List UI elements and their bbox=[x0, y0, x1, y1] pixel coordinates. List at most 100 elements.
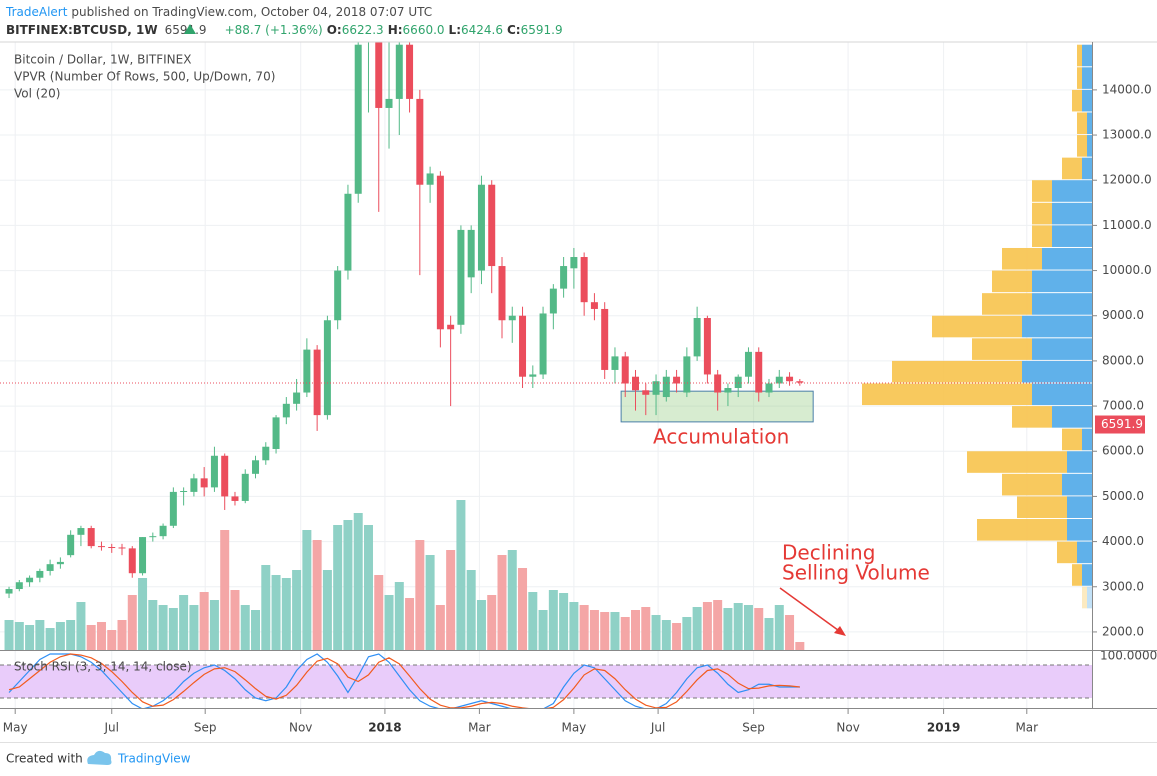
profile-up bbox=[1062, 473, 1092, 496]
volume-bar bbox=[446, 550, 456, 650]
candle-body bbox=[662, 376, 670, 398]
c-label: C: bbox=[507, 23, 521, 37]
volume-bar bbox=[631, 610, 641, 650]
author[interactable]: TradeAlert bbox=[5, 5, 68, 19]
candle-body bbox=[426, 173, 434, 185]
candle-body bbox=[519, 315, 527, 377]
profile-up bbox=[1087, 586, 1092, 609]
volume-bar bbox=[189, 605, 199, 650]
profile-down bbox=[1032, 180, 1052, 202]
candle-body bbox=[642, 390, 650, 395]
candle-body bbox=[529, 374, 537, 377]
symbol: BITFINEX:BTCUSD, 1W bbox=[6, 23, 158, 37]
candle-body bbox=[416, 98, 424, 185]
candle-body bbox=[77, 528, 85, 535]
volume-bar bbox=[651, 615, 661, 650]
annotation: Declining bbox=[782, 541, 875, 565]
volume-bar bbox=[672, 623, 682, 650]
volume-bar bbox=[497, 555, 507, 650]
candle-body bbox=[395, 44, 403, 99]
x-tick-label: Nov bbox=[289, 721, 312, 735]
profile-down bbox=[982, 293, 1032, 315]
x-tick-label: Sep bbox=[742, 721, 765, 735]
candle-body bbox=[775, 376, 783, 384]
rsi-line bbox=[8, 653, 800, 708]
volume-bar bbox=[702, 602, 712, 650]
arrow-head bbox=[834, 626, 846, 636]
volume-bar bbox=[764, 618, 774, 650]
volume-bar bbox=[538, 610, 548, 650]
profile-up bbox=[1077, 541, 1092, 564]
x-tick-label: Jul bbox=[103, 721, 118, 735]
candle-body bbox=[508, 315, 516, 321]
y-tick-label: 14000.0 bbox=[1102, 82, 1152, 96]
volume-bar bbox=[785, 615, 795, 650]
legend-item: Vol (20) bbox=[14, 87, 60, 101]
profile-down bbox=[1032, 225, 1052, 247]
profile-up bbox=[1067, 496, 1092, 519]
candle-body bbox=[303, 349, 311, 393]
y-tick-label: 11000.0 bbox=[1102, 218, 1152, 232]
profile-up bbox=[1032, 270, 1092, 293]
volume-bar bbox=[692, 607, 702, 650]
y-tick-label: 4000.0 bbox=[1102, 534, 1144, 548]
accumulation-box bbox=[620, 390, 814, 423]
volume-bar bbox=[271, 575, 281, 650]
y-tick-label: 3000.0 bbox=[1102, 579, 1144, 593]
candle-body bbox=[210, 455, 218, 488]
profile-down bbox=[1072, 564, 1082, 586]
volume-bar bbox=[456, 500, 466, 650]
x-tick-label: 2018 bbox=[368, 721, 401, 735]
candle-body bbox=[385, 98, 393, 108]
rsi-pane bbox=[0, 651, 1092, 708]
candle-body bbox=[354, 44, 362, 194]
candle-body bbox=[498, 266, 506, 321]
volume-bar bbox=[507, 550, 517, 650]
low: 6424.6 bbox=[461, 23, 503, 37]
rsi-title: Stoch RSI (3, 3, 14, 14, close) bbox=[14, 660, 192, 674]
price-label: 6591.9 bbox=[1101, 417, 1143, 431]
volume-bar bbox=[138, 578, 148, 650]
y-tick-label: 2000.0 bbox=[1102, 624, 1144, 638]
candle-body bbox=[406, 44, 414, 99]
profile-down bbox=[1077, 44, 1082, 67]
profile-up bbox=[1022, 360, 1092, 383]
candle-body bbox=[344, 193, 352, 271]
candle-body bbox=[549, 288, 557, 314]
profile-up bbox=[1067, 451, 1092, 473]
y-tick-label: 9000.0 bbox=[1102, 308, 1144, 322]
published: published on TradingView.com, October 04… bbox=[71, 5, 432, 19]
candle-body bbox=[139, 537, 147, 574]
y-tick-label: 12000.0 bbox=[1102, 173, 1152, 187]
candle-body bbox=[36, 570, 44, 578]
y-tick-label: 5000.0 bbox=[1102, 489, 1144, 503]
volume-bar bbox=[199, 592, 209, 650]
annotation: Accumulation bbox=[653, 425, 789, 449]
y-tick-label: 10000.0 bbox=[1102, 263, 1152, 277]
volume-bar bbox=[14, 622, 24, 650]
last: 6591.9 bbox=[165, 23, 207, 37]
candle-body bbox=[580, 257, 588, 303]
profile-down bbox=[992, 270, 1032, 293]
profile-up bbox=[1067, 519, 1092, 541]
candle-body bbox=[652, 381, 660, 395]
candle-body bbox=[221, 455, 229, 497]
profile-down bbox=[932, 315, 1022, 338]
change: +88.7 (+1.36%) bbox=[225, 23, 323, 37]
volume-bar bbox=[292, 570, 302, 650]
x-tick-label: Sep bbox=[194, 721, 217, 735]
candle-body bbox=[169, 491, 177, 526]
profile-down bbox=[1062, 157, 1082, 180]
profile-down bbox=[1077, 135, 1087, 157]
profile-up bbox=[1087, 135, 1092, 157]
profile-up bbox=[1032, 338, 1092, 360]
profile-down bbox=[1002, 473, 1062, 496]
volume-bar bbox=[220, 530, 230, 650]
candle-body bbox=[5, 589, 13, 594]
candle-body bbox=[200, 478, 208, 488]
volume-bar bbox=[405, 598, 415, 650]
brand[interactable]: TradingView bbox=[117, 752, 191, 766]
volume-bar bbox=[107, 630, 117, 650]
x-tick-label: Mar bbox=[468, 721, 491, 735]
